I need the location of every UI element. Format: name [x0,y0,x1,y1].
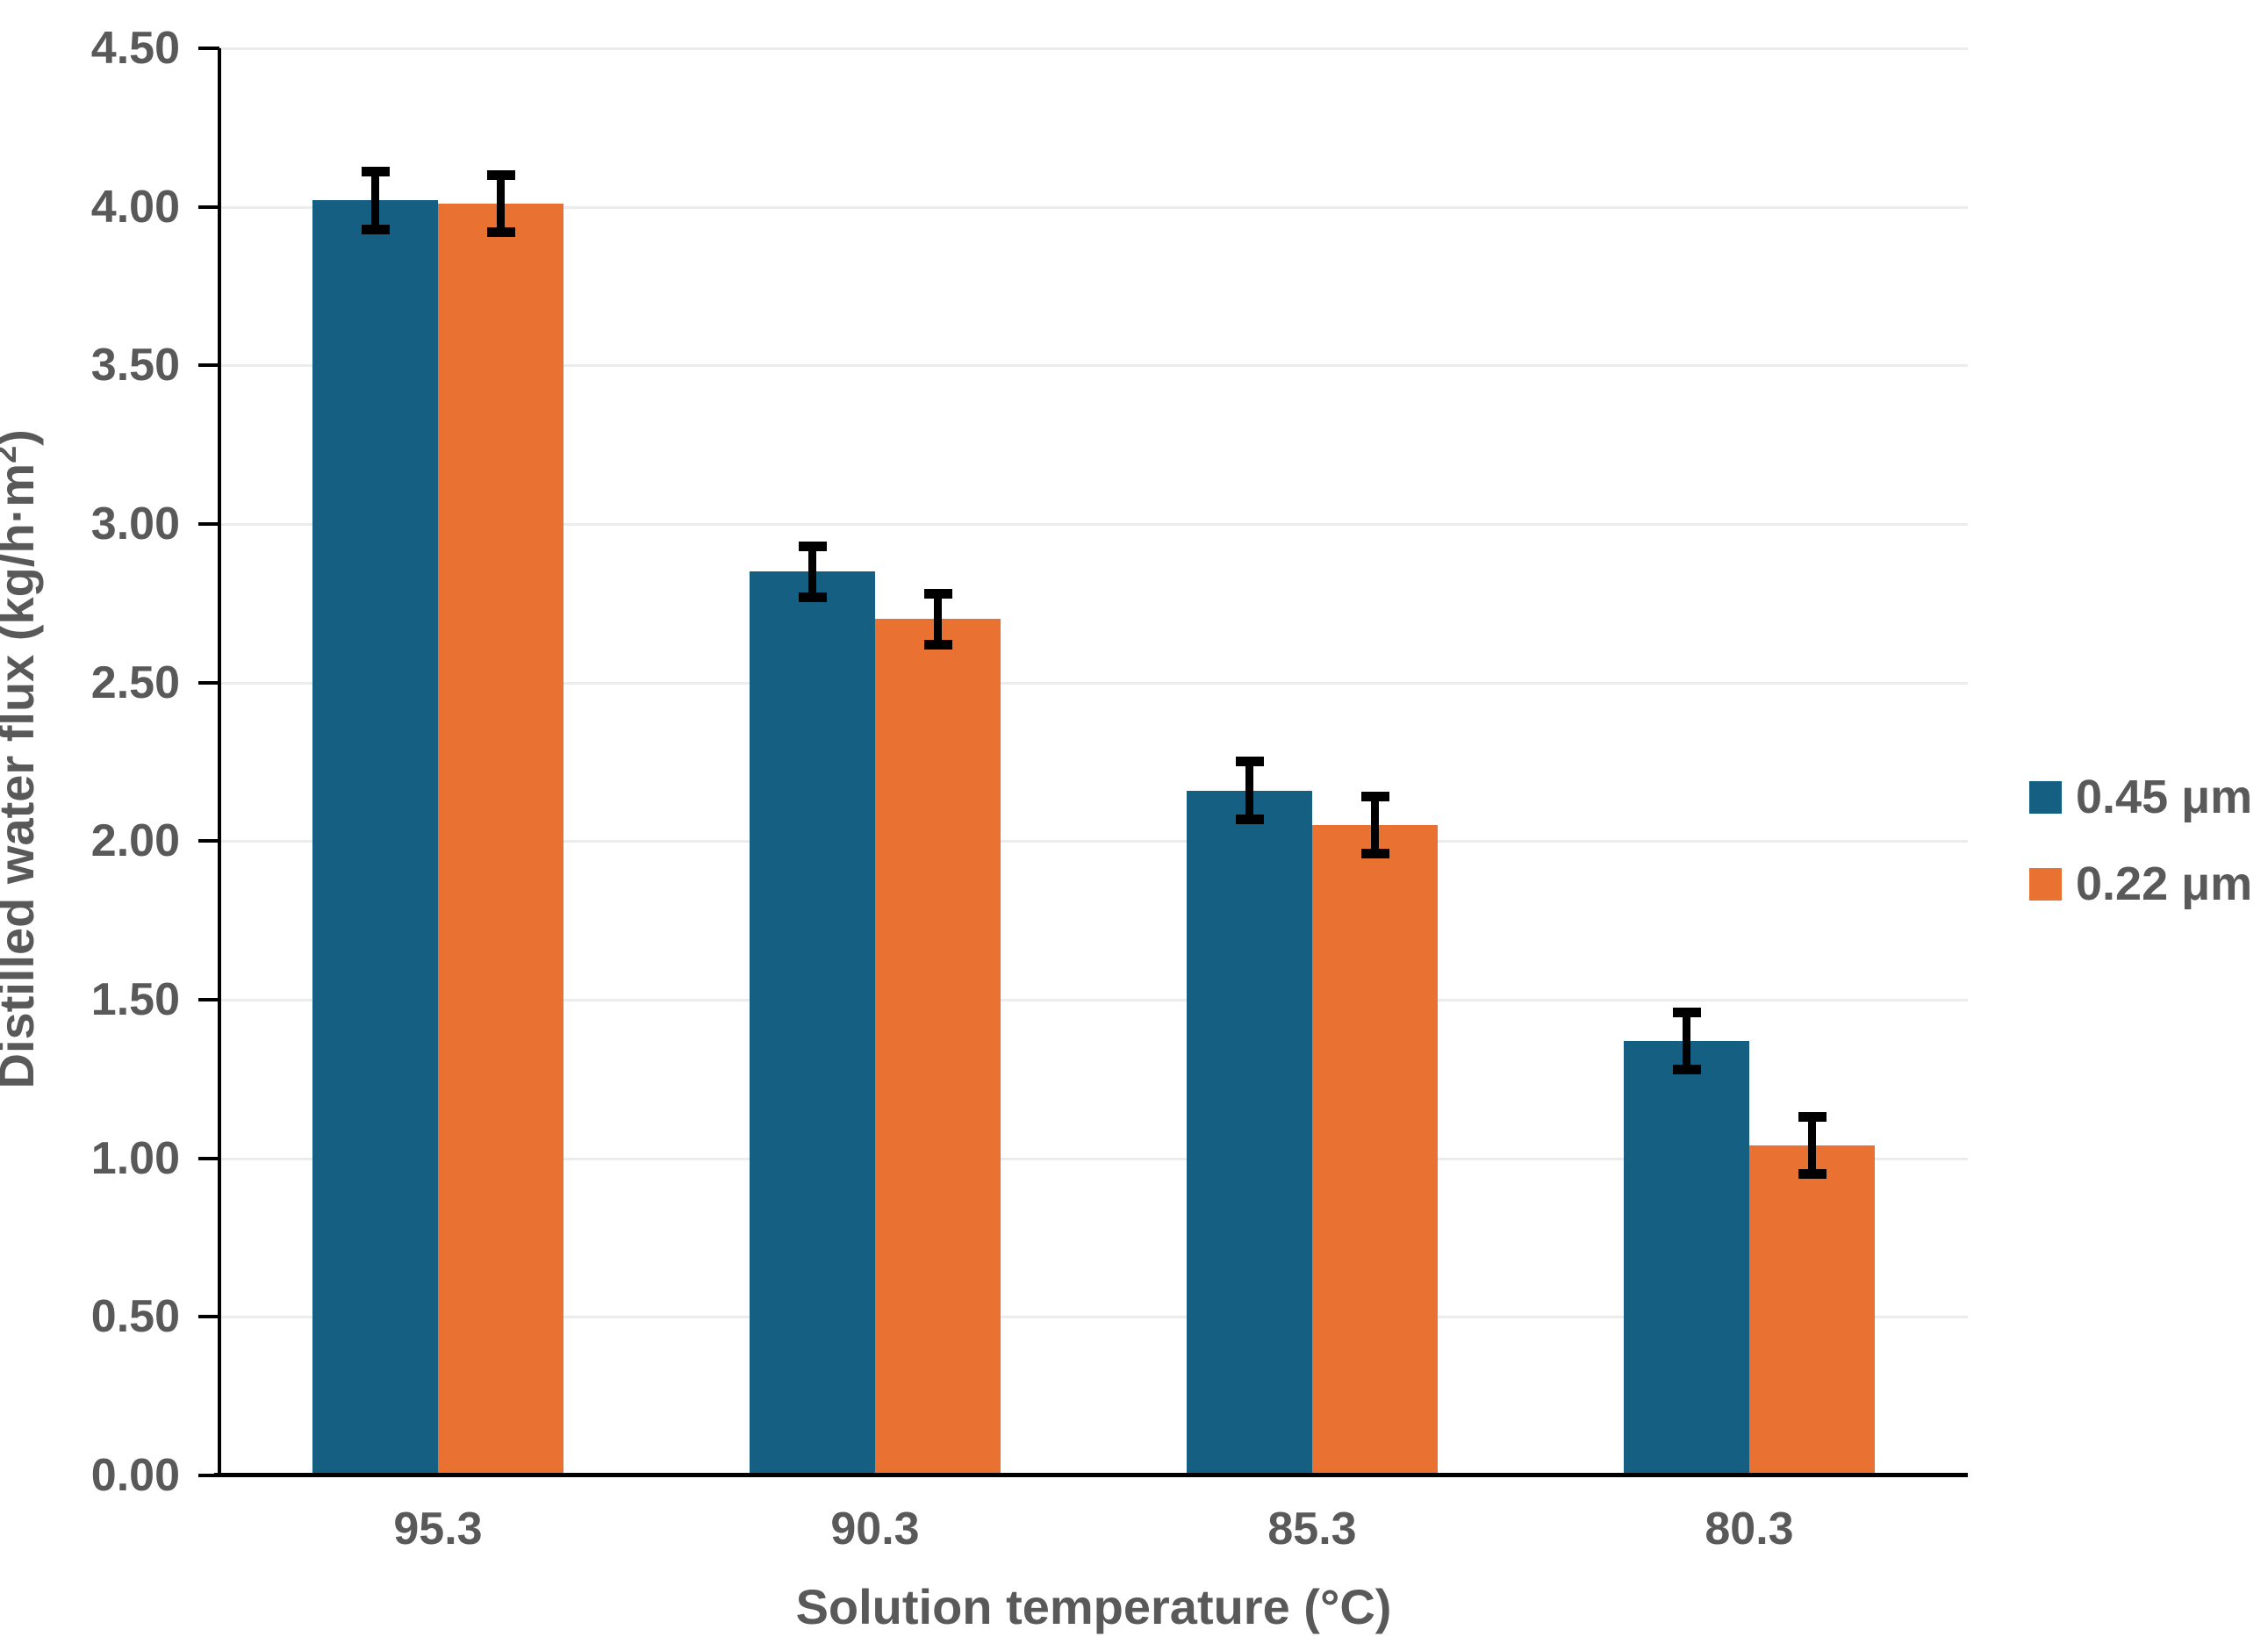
bar-022m-95-3 [438,204,563,1475]
error-bar-cap-top [798,541,827,551]
x-tick-label: 95.3 [393,1504,483,1554]
plot-area [198,47,1968,1477]
error-bar-cap-bottom [486,227,515,238]
legend-swatch-045um-icon [2029,780,2062,814]
error-bar-cap-top [361,167,390,177]
gridline [219,523,1968,526]
error-bar-cap-top [1360,792,1389,802]
error-bar-cap-bottom [1360,849,1389,859]
gridline [219,1316,1968,1319]
error-bar-cap-top [1798,1112,1827,1123]
error-bar-cap-bottom [1798,1169,1827,1180]
error-bar [934,590,942,648]
error-bar [371,169,379,233]
legend: 0.45 μm 0.22 μm [2029,771,2253,946]
x-axis-title: Solution temperature (°C) [795,1579,1392,1634]
gridline [219,47,1968,50]
y-axis-tick [198,1474,219,1477]
error-bar [1808,1114,1816,1178]
gridline [219,205,1968,209]
legend-item-045um: 0.45 μm [2029,771,2253,823]
error-bar [1245,758,1253,822]
y-axis-tick [198,363,219,368]
y-axis-line [218,48,221,1475]
y-tick-label: 2.50 [90,657,180,708]
bar-022m-80-3 [1749,1145,1875,1475]
y-axis-tick [198,839,219,843]
gridline [219,999,1968,1001]
bar-022m-90-3 [875,619,1001,1475]
y-tick-label: 1.00 [90,1132,180,1184]
legend-label-022um: 0.22 μm [2076,858,2253,910]
y-tick-label: 3.50 [90,340,180,391]
y-axis-tick-labels: 0.00 0.50 1.00 1.50 2.00 2.50 3.00 3.50 4.00 4.50 [0,25,180,1498]
legend-item-022um: 0.22 μm [2029,858,2253,910]
y-axis-tick [198,680,219,685]
x-tick-label: 90.3 [830,1504,920,1554]
bar-045m-95-3 [312,200,438,1475]
error-bar [497,171,505,236]
error-bar-cap-bottom [923,639,952,650]
y-axis-tick [198,205,219,209]
error-bar-cap-top [486,169,515,180]
gridline [219,840,1968,843]
bar-022m-85-3 [1312,825,1438,1475]
bar-045m-85-3 [1187,790,1312,1475]
x-tick-label: 80.3 [1705,1504,1794,1554]
gridline [219,1157,1968,1160]
y-tick-label: 1.50 [90,974,180,1025]
y-axis-tick [198,998,219,1001]
y-tick-label: 4.00 [90,181,180,233]
error-bar-cap-top [1235,757,1264,767]
gridline [219,681,1968,685]
y-axis-tick [198,47,219,50]
y-tick-label: 0.00 [90,1450,180,1501]
error-bar [808,542,816,600]
bar-045m-80-3 [1624,1040,1749,1475]
error-bar-cap-top [1672,1007,1701,1017]
y-tick-label: 0.50 [90,1291,180,1343]
legend-swatch-022um-icon [2029,867,2062,901]
x-axis-tick-labels: 95.3 90.3 85.3 80.3 [219,1503,1968,1555]
error-bar-cap-bottom [361,224,390,234]
error-bar-cap-bottom [798,592,827,602]
y-tick-label: 3.00 [90,499,180,549]
error-bar-cap-bottom [1235,814,1264,824]
error-bar [1371,793,1379,858]
x-axis-line [214,1473,1968,1477]
y-axis-tick [198,1315,219,1319]
y-tick-label: 4.50 [90,23,180,74]
legend-label-045um: 0.45 μm [2076,771,2253,823]
gridline [219,364,1968,368]
error-bar-cap-top [923,588,952,599]
y-tick-label: 2.00 [90,815,180,867]
error-bar-cap-bottom [1672,1065,1701,1075]
x-tick-label: 85.3 [1267,1504,1357,1554]
error-bar [1683,1009,1690,1073]
bar-045m-90-3 [750,571,875,1475]
y-axis-tick [198,1156,219,1160]
y-axis-tick [198,522,219,526]
